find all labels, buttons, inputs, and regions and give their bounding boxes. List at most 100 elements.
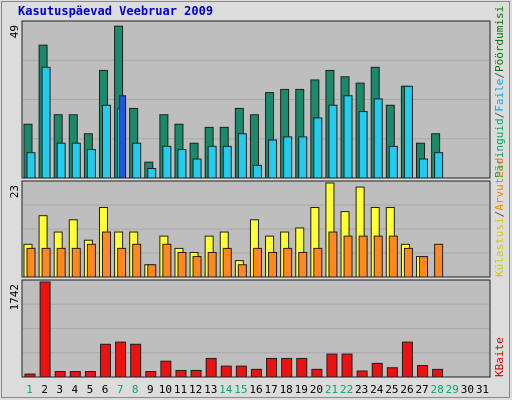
bar-kbytes	[250, 368, 262, 378]
bar-sites	[313, 247, 323, 278]
bar-kbytes	[145, 371, 157, 378]
day-label: 26	[400, 383, 413, 396]
day-label: 9	[147, 383, 154, 396]
day-label: 24	[370, 383, 384, 396]
bar-sites	[26, 247, 36, 278]
legend-entry: Külastusi	[493, 217, 506, 277]
day-label: 27	[415, 383, 428, 396]
day-label: 8	[132, 383, 139, 396]
bar-kbytes	[432, 368, 444, 378]
ymax-label: 23	[8, 185, 21, 198]
bar-files	[132, 142, 142, 179]
bar-sites	[147, 264, 157, 278]
chart-title: Kasutuspäevad Veebruar 2009	[18, 4, 214, 18]
day-label: 6	[102, 383, 109, 396]
legend-entry: /	[493, 112, 506, 119]
bar-kbytes	[296, 357, 308, 378]
day-label: 13	[204, 383, 217, 396]
bar-sites	[192, 256, 202, 278]
day-label: 15	[234, 383, 247, 396]
legend-1: Külastusi/Arvuteid	[493, 158, 506, 277]
bar-files	[252, 164, 262, 179]
bar-files	[434, 152, 444, 179]
day-label: 29	[446, 383, 459, 396]
bar-kbytes	[54, 371, 66, 378]
day-label: 31	[476, 383, 489, 396]
bar-kbytes	[130, 343, 142, 378]
legend-entry: /	[493, 72, 506, 79]
day-label: 2	[41, 383, 48, 396]
bar-sites	[419, 256, 429, 278]
bar-sites	[101, 231, 111, 278]
bar-kbytes	[84, 371, 96, 378]
bar-kbytes	[69, 371, 81, 378]
ymax-label: 49	[8, 25, 21, 38]
bar-files	[343, 95, 353, 179]
bar-kbytes	[99, 343, 111, 378]
day-label: 14	[219, 383, 233, 396]
bar-sites	[388, 235, 398, 278]
bar-kbytes	[356, 370, 368, 378]
bar-sites	[162, 243, 172, 278]
bar-kbytes	[24, 373, 36, 378]
day-label: 19	[295, 383, 308, 396]
bar-kbytes	[160, 360, 172, 378]
bar-files	[177, 149, 187, 179]
bar-files	[86, 149, 96, 179]
day-label: 28	[431, 383, 444, 396]
bar-pages	[119, 95, 127, 179]
bar-kbytes	[386, 367, 398, 378]
day-label: 12	[189, 383, 202, 396]
bar-files	[313, 117, 323, 179]
bar-sites	[403, 247, 413, 278]
day-label: 22	[340, 383, 353, 396]
day-label: 20	[310, 383, 323, 396]
bar-files	[358, 111, 368, 179]
bar-sites	[268, 251, 278, 278]
bar-files	[222, 145, 232, 179]
day-label: 17	[264, 383, 277, 396]
day-label: 11	[174, 383, 187, 396]
bar-sites	[71, 247, 81, 278]
bar-kbytes	[39, 281, 51, 378]
bar-sites	[41, 247, 51, 278]
bar-sites	[222, 247, 232, 278]
bar-kbytes	[205, 357, 217, 378]
bar-kbytes	[281, 357, 293, 378]
bar-sites	[434, 243, 444, 278]
bar-sites	[237, 264, 247, 278]
bar-kbytes	[326, 353, 338, 378]
bar-sites	[328, 231, 338, 278]
legend-entry: Päringuid	[493, 118, 506, 178]
bar-files	[237, 133, 247, 179]
bar-files	[403, 85, 413, 179]
legend-0: Päringuid/Faile/Pöördumisi	[493, 6, 506, 178]
legend-entry: Pöördumisi	[493, 6, 506, 72]
legend-entry: Faile	[493, 79, 506, 112]
bar-files	[41, 66, 51, 179]
bar-sites	[298, 251, 308, 278]
bar-files	[147, 168, 157, 179]
day-label: 4	[72, 383, 79, 396]
bar-sites	[343, 235, 353, 278]
bar-kbytes	[266, 357, 278, 378]
day-label: 25	[385, 383, 398, 396]
bar-files	[388, 145, 398, 179]
bar-files	[373, 98, 383, 179]
bar-files	[207, 145, 217, 179]
day-label: 7	[117, 383, 124, 396]
bar-files	[298, 136, 308, 179]
day-label: 30	[461, 383, 474, 396]
bar-sites	[373, 235, 383, 278]
bar-files	[192, 158, 202, 179]
bar-sites	[132, 243, 142, 278]
bar-sites	[252, 247, 262, 278]
bar-kbytes	[417, 365, 429, 378]
bar-sites	[283, 247, 293, 278]
bar-files	[71, 142, 81, 179]
bar-kbytes	[220, 365, 232, 378]
legend-entry: /	[493, 211, 506, 218]
bar-files	[419, 158, 429, 179]
